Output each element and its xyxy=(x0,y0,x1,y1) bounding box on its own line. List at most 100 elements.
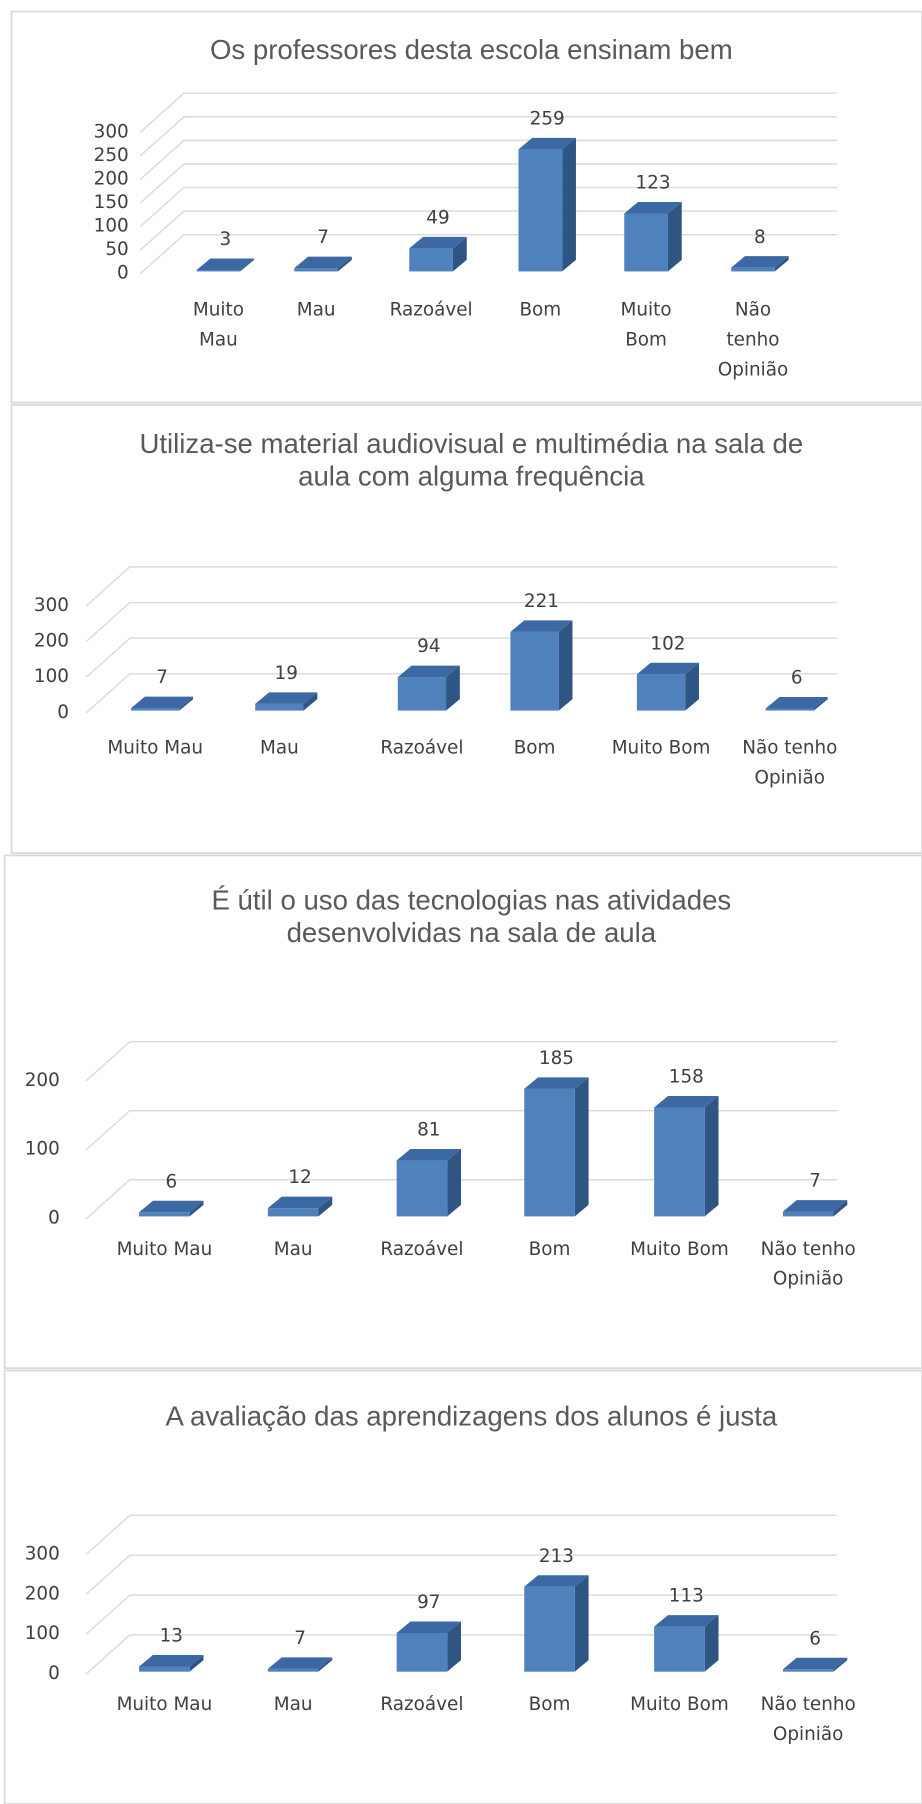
bar xyxy=(267,1668,319,1672)
data-label: 7 xyxy=(317,227,329,248)
y-tick-label: 100 xyxy=(25,1623,60,1644)
data-label: 123 xyxy=(635,173,670,194)
bar-side xyxy=(179,696,194,711)
bar-side xyxy=(447,1149,461,1217)
y-tick-label: 100 xyxy=(94,216,129,237)
bar-top xyxy=(524,1077,589,1089)
bar xyxy=(396,1160,448,1217)
data-label: 81 xyxy=(417,1120,440,1141)
bar-top xyxy=(396,1621,461,1634)
y-tick-label: 200 xyxy=(25,1070,60,1091)
grid-line xyxy=(85,1554,837,1595)
grid-line xyxy=(139,92,837,133)
y-tick-label: 100 xyxy=(34,666,69,687)
bar-top xyxy=(636,662,699,675)
data-label: 113 xyxy=(669,1586,704,1607)
bar-top xyxy=(255,692,318,704)
bar xyxy=(624,213,668,272)
bar xyxy=(731,267,775,272)
x-tick-label: Não tenho Opinião xyxy=(761,1694,856,1745)
bar-top xyxy=(294,256,352,269)
grid-line xyxy=(85,1109,837,1151)
x-tick-label: Mau xyxy=(297,300,336,321)
data-label: 97 xyxy=(417,1592,440,1613)
y-tick-label: 200 xyxy=(34,631,69,652)
bar xyxy=(255,703,304,711)
grid-line xyxy=(85,566,837,607)
bar-side xyxy=(774,256,789,272)
x-tick-label: Muito Bom xyxy=(630,1239,729,1260)
grid-line xyxy=(139,210,837,251)
bar-side xyxy=(240,258,255,272)
bar xyxy=(765,708,814,711)
data-label: 259 xyxy=(530,108,565,129)
bar-side xyxy=(574,1575,589,1672)
data-label: 185 xyxy=(539,1048,574,1069)
bar xyxy=(139,1212,190,1217)
y-tick-label: 0 xyxy=(57,702,69,723)
bar-top xyxy=(654,1615,719,1627)
bar-top xyxy=(518,137,576,150)
data-label: 3 xyxy=(219,229,231,250)
bar-side xyxy=(574,1077,589,1217)
grid-line xyxy=(85,1178,837,1220)
y-tick-label: 0 xyxy=(48,1208,60,1229)
bar-side xyxy=(558,620,573,711)
x-tick-label: Razoável xyxy=(380,1694,463,1715)
bar-side xyxy=(189,1200,204,1217)
chart-title: A avaliação das aprendizagens dos alunos… xyxy=(165,1401,777,1432)
chart-title: Os professores desta escola ensinam bem xyxy=(210,34,733,65)
y-tick-label: 300 xyxy=(94,121,129,142)
y-tick-label: 200 xyxy=(94,168,129,189)
x-tick-label: Mau xyxy=(274,1694,313,1715)
bar xyxy=(654,1107,705,1217)
y-tick-label: 50 xyxy=(105,239,128,260)
bar-side xyxy=(833,1200,848,1217)
bar-top xyxy=(139,1200,204,1213)
bar-top xyxy=(409,236,467,249)
x-tick-label: Muito Mau xyxy=(107,738,203,759)
bar-side xyxy=(189,1654,204,1672)
bar xyxy=(524,1088,575,1217)
grid-line xyxy=(85,637,837,678)
x-tick-label: Razoável xyxy=(380,1239,463,1260)
x-tick-label: Razoável xyxy=(380,738,463,759)
grid-line xyxy=(139,139,837,180)
x-tick-label: Não tenho Opinião xyxy=(761,1239,856,1290)
x-tick-label: Bom xyxy=(529,1239,571,1260)
data-label: 49 xyxy=(426,207,449,228)
grid-line xyxy=(139,186,837,228)
grid-line xyxy=(85,1634,837,1675)
chart-panel xyxy=(10,403,922,855)
bar-top xyxy=(267,1657,333,1669)
y-tick-label: 300 xyxy=(34,595,69,616)
bar xyxy=(396,1633,448,1672)
x-tick-label: Muito Mau xyxy=(117,1239,213,1260)
bar-top xyxy=(765,696,828,709)
bar-top xyxy=(524,1575,589,1587)
x-tick-label: Não tenho Opinião xyxy=(742,738,837,789)
data-label: 6 xyxy=(791,668,803,689)
y-tick-label: 300 xyxy=(25,1543,60,1564)
bar-top xyxy=(782,1200,848,1212)
data-label: 6 xyxy=(165,1171,177,1192)
bar-side xyxy=(704,1615,719,1672)
bar-side xyxy=(337,256,352,272)
data-label: 13 xyxy=(160,1626,183,1647)
grid-line xyxy=(85,1594,837,1635)
bar xyxy=(782,1669,834,1672)
data-label: 158 xyxy=(669,1067,704,1088)
bar xyxy=(636,674,686,711)
bar-top xyxy=(624,201,682,214)
grid-line xyxy=(85,1514,837,1555)
y-tick-label: 200 xyxy=(25,1583,60,1604)
data-label: 94 xyxy=(417,636,440,657)
x-tick-label: Muito Bom xyxy=(621,300,672,351)
data-label: 7 xyxy=(156,667,168,688)
chart-title: É útil o uso das tecnologias nas ativida… xyxy=(211,885,731,948)
bar xyxy=(510,631,559,711)
grid-line xyxy=(85,1040,837,1082)
bar-top xyxy=(782,1657,848,1670)
chart-title: Utiliza-se material audiovisual e multim… xyxy=(139,428,803,491)
bar xyxy=(524,1586,575,1672)
